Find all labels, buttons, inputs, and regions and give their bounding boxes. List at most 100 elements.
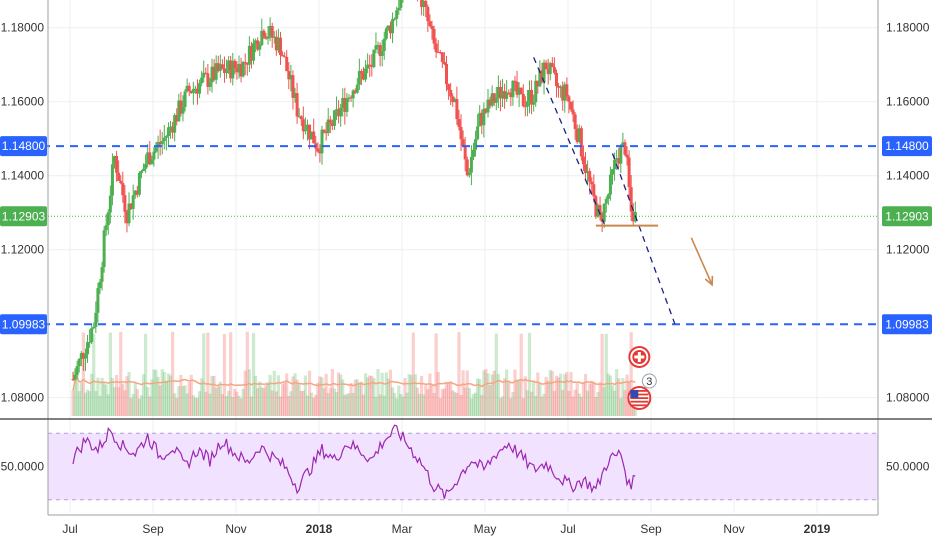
candle-body[interactable] [177, 100, 181, 122]
candle-body[interactable] [305, 124, 309, 130]
candle-body[interactable] [625, 154, 629, 158]
candle-body[interactable] [200, 77, 204, 84]
candle-body[interactable] [181, 106, 185, 114]
candle-body[interactable] [351, 90, 355, 99]
candle-body[interactable] [463, 146, 467, 160]
candle-body[interactable] [166, 127, 170, 137]
candle-body[interactable] [355, 84, 359, 93]
candle-body[interactable] [492, 93, 496, 103]
candle-body[interactable] [156, 142, 160, 148]
candle-body[interactable] [276, 37, 280, 51]
candle-body[interactable] [285, 56, 289, 72]
candle-body[interactable] [627, 157, 631, 188]
candle-body[interactable] [393, 18, 397, 20]
candle-body[interactable] [121, 183, 125, 196]
candle-body[interactable] [266, 36, 270, 39]
candle-body[interactable] [498, 87, 502, 99]
candle-body[interactable] [150, 159, 154, 165]
candle-body[interactable] [623, 142, 627, 155]
candle-body[interactable] [430, 25, 434, 29]
candle-body[interactable] [262, 30, 266, 38]
candle-body[interactable] [366, 64, 370, 69]
candle-body[interactable] [382, 38, 386, 51]
candle-body[interactable] [326, 119, 330, 134]
candle-body[interactable] [235, 68, 239, 73]
candle-body[interactable] [212, 66, 216, 80]
candle-body[interactable] [148, 152, 152, 165]
candle-body[interactable] [158, 142, 162, 145]
candle-body[interactable] [129, 203, 133, 209]
rsi-line[interactable] [72, 424, 636, 499]
candle-body[interactable] [372, 49, 376, 68]
candle-body[interactable] [75, 366, 79, 375]
candle-body[interactable] [546, 69, 550, 75]
candle-body[interactable] [222, 68, 226, 73]
candle-body[interactable] [270, 26, 274, 38]
candle-body[interactable] [220, 64, 224, 69]
candle-body[interactable] [225, 70, 229, 73]
candle-body[interactable] [590, 181, 594, 185]
candle-body[interactable] [73, 374, 77, 380]
candle-body[interactable] [108, 195, 112, 213]
candle-body[interactable] [544, 62, 548, 70]
candle-body[interactable] [345, 98, 349, 112]
candle-body[interactable] [428, 21, 432, 26]
candle-body[interactable] [374, 45, 378, 50]
candle-body[interactable] [175, 115, 179, 122]
candle-body[interactable] [79, 353, 83, 360]
candle-body[interactable] [615, 158, 619, 160]
event-badges[interactable]: 3 [627, 346, 657, 410]
candle-body[interactable] [183, 91, 187, 107]
candle-body[interactable] [88, 342, 92, 344]
candle-body[interactable] [241, 62, 245, 77]
candle-body[interactable] [552, 67, 556, 73]
candle-body[interactable] [447, 84, 451, 90]
candle-body[interactable] [187, 85, 191, 91]
candle-body[interactable] [139, 171, 143, 173]
candle-body[interactable] [511, 80, 515, 98]
candle-body[interactable] [231, 60, 235, 79]
candle-body[interactable] [600, 214, 604, 222]
candle-body[interactable] [347, 97, 351, 99]
candle-body[interactable] [453, 99, 457, 103]
candle-body[interactable] [94, 312, 98, 327]
candle-body[interactable] [341, 97, 345, 108]
us-flag-icon[interactable] [627, 386, 652, 410]
candle-body[interactable] [488, 99, 492, 106]
candle-body[interactable] [592, 184, 596, 197]
candle-body[interactable] [322, 129, 326, 132]
candle-body[interactable] [362, 73, 365, 80]
candle-body[interactable] [449, 89, 453, 97]
candle-body[interactable] [283, 56, 287, 58]
candle-body[interactable] [171, 126, 175, 133]
candle-body[interactable] [434, 43, 438, 53]
swiss-flag-icon[interactable] [628, 346, 651, 368]
candle-body[interactable] [486, 99, 490, 113]
candle-body[interactable] [584, 164, 588, 174]
candle-body[interactable] [86, 342, 90, 355]
candle-body[interactable] [179, 100, 183, 114]
candle-body[interactable] [214, 63, 218, 80]
candle-body[interactable] [90, 328, 94, 343]
candle-body[interactable] [621, 142, 625, 147]
candle-body[interactable] [301, 119, 305, 132]
candle-body[interactable] [532, 102, 536, 105]
candle-body[interactable] [142, 168, 146, 172]
candle-body[interactable] [320, 129, 324, 154]
candle-body[interactable] [295, 93, 299, 117]
candle-body[interactable] [185, 85, 189, 92]
candle-body[interactable] [245, 62, 249, 65]
candle-body[interactable] [436, 52, 440, 54]
candle-body[interactable] [376, 45, 380, 47]
candle-body[interactable] [328, 119, 332, 123]
candle-body[interactable] [135, 190, 139, 195]
candle-body[interactable] [606, 194, 610, 199]
candle-body[interactable] [193, 88, 197, 90]
candle-body[interactable] [133, 190, 137, 196]
candle-body[interactable] [602, 203, 606, 222]
candle-body[interactable] [380, 50, 384, 56]
candle-body[interactable] [113, 156, 116, 165]
candle-body[interactable] [144, 163, 148, 169]
candle-body[interactable] [619, 146, 623, 164]
candle-body[interactable] [274, 36, 278, 51]
